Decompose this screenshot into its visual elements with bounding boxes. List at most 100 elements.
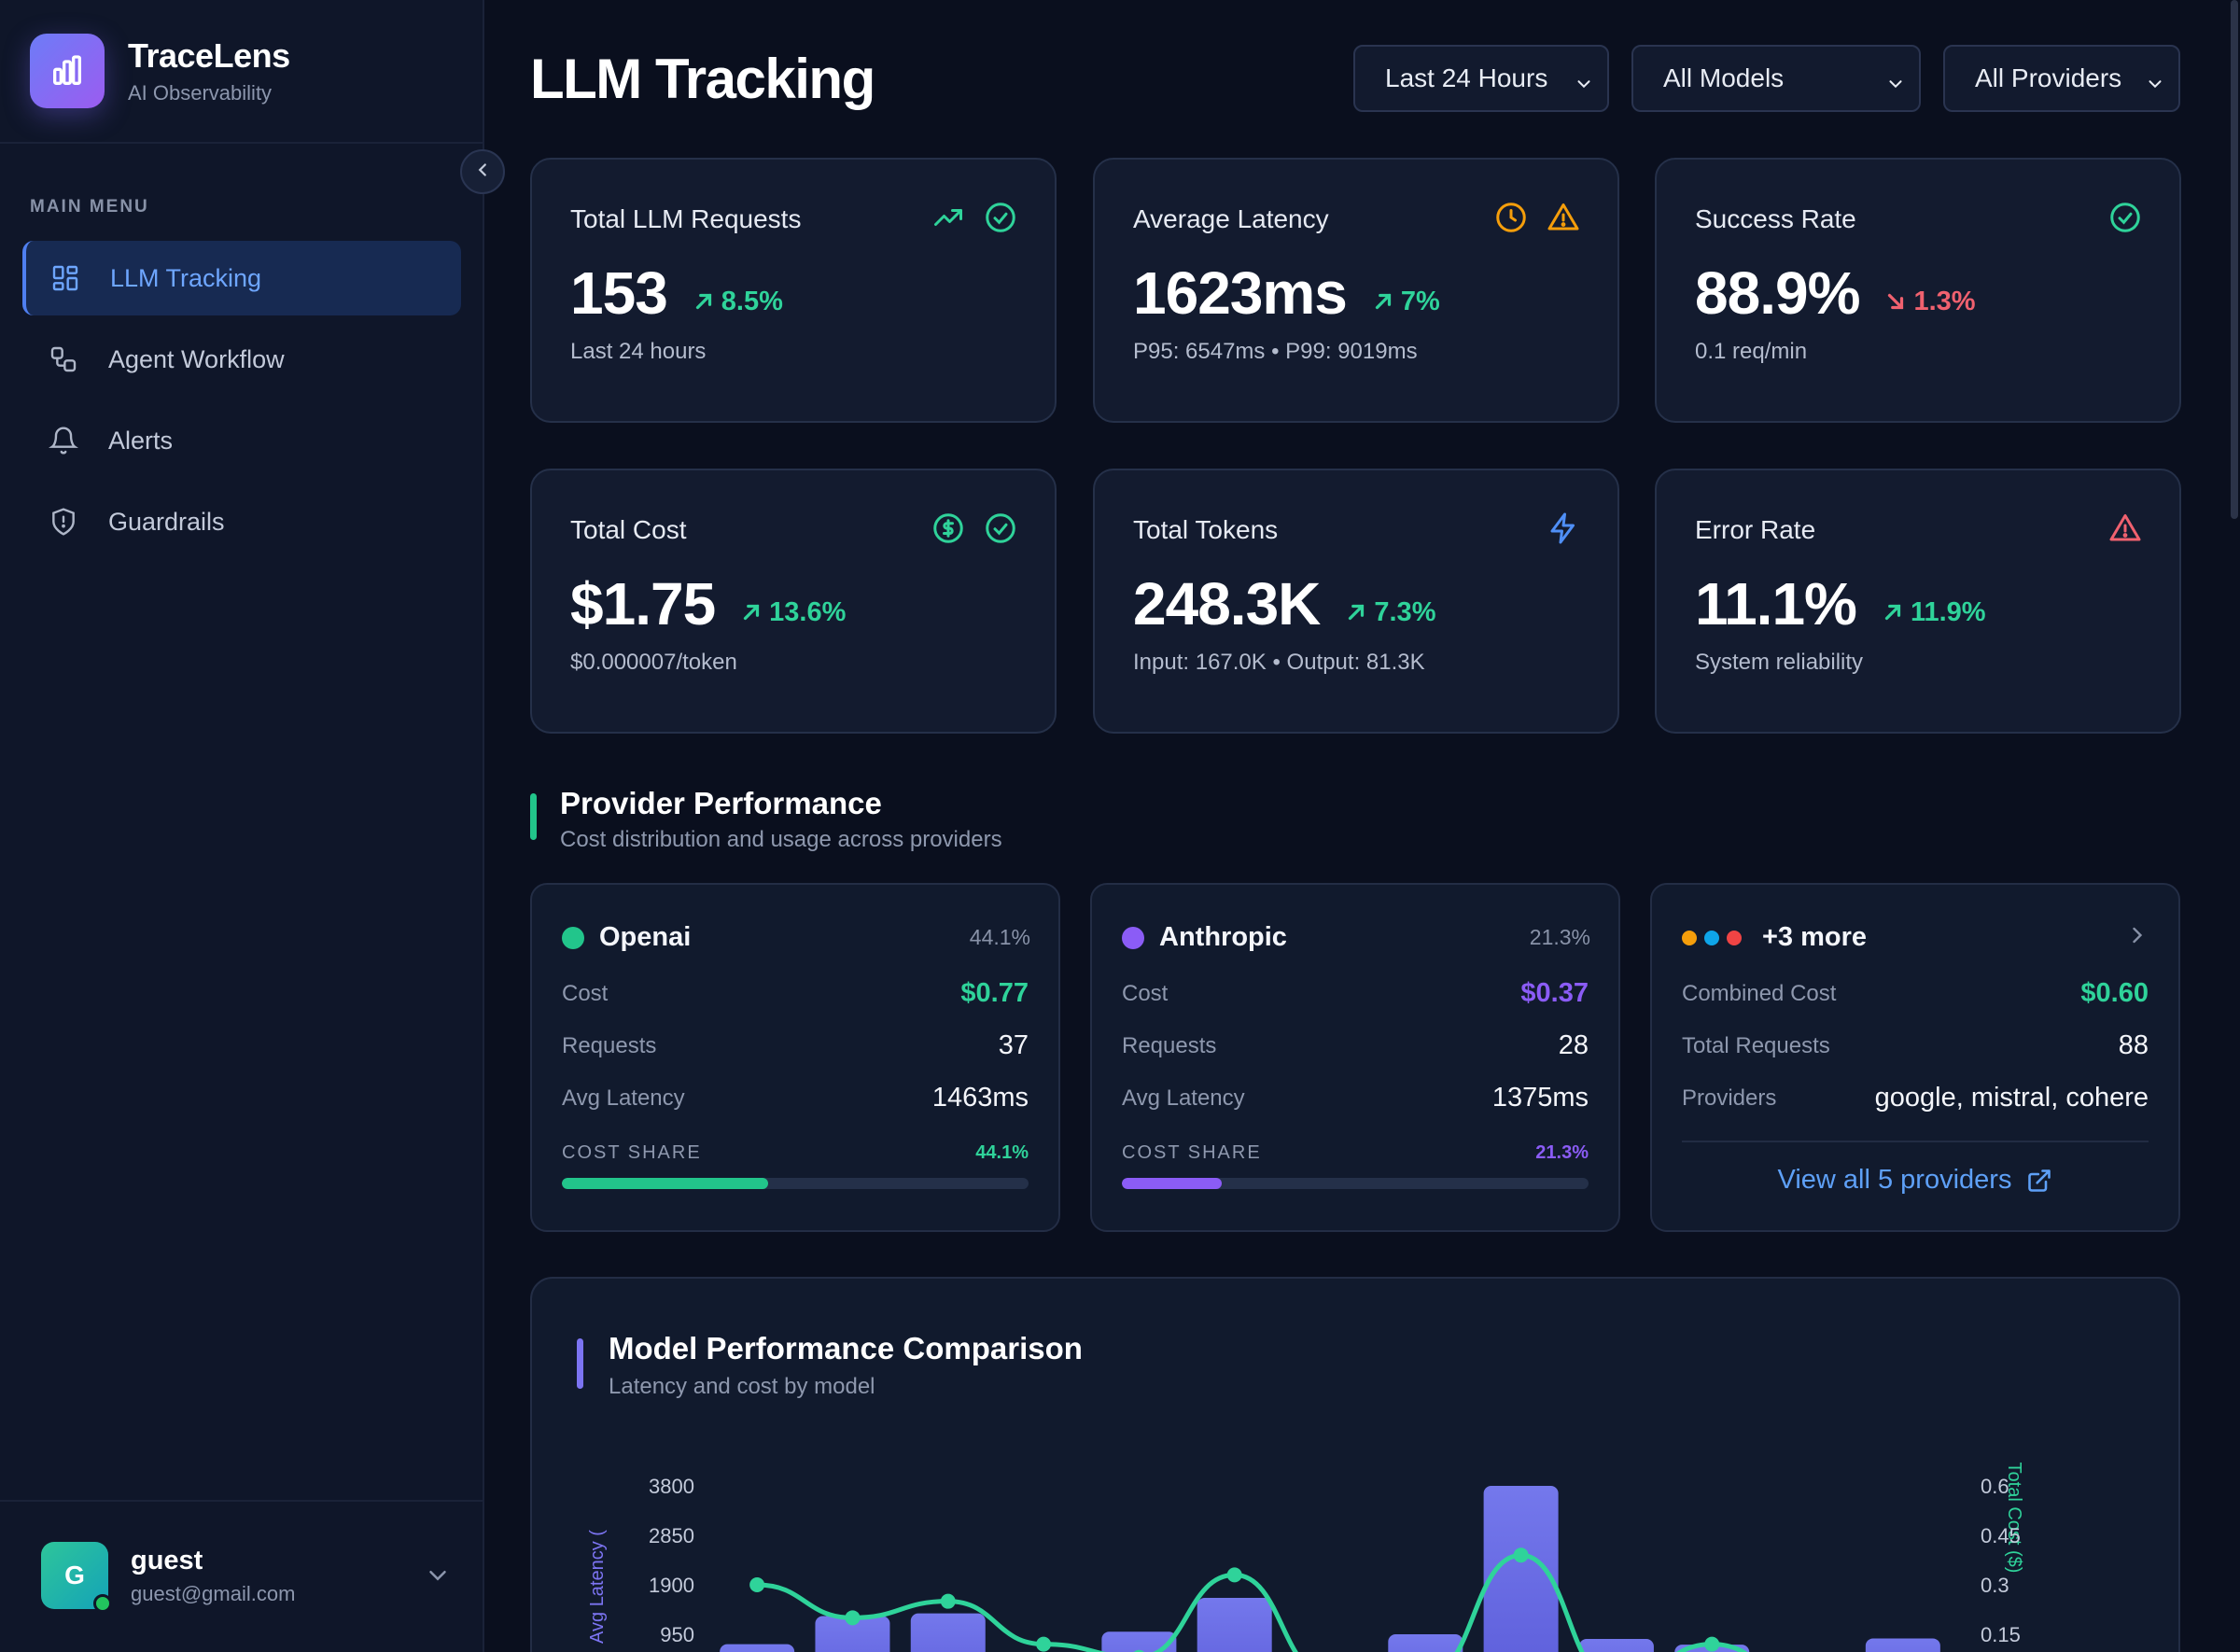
metric-subtext: System reliability bbox=[1695, 650, 1864, 675]
metric-card-average-latency[interactable]: Average Latency 1623ms 7% P95: 6547ms • … bbox=[1093, 158, 1619, 423]
cost-point bbox=[940, 1593, 956, 1609]
y2-tick-label: 0.15 bbox=[1981, 1623, 2021, 1646]
metric-card-error-rate[interactable]: Error Rate 11.1% 11.9% System reliabilit… bbox=[1655, 469, 2181, 734]
provider-select[interactable]: All Providers bbox=[1943, 45, 2180, 112]
metric-title: Total LLM Requests bbox=[570, 204, 802, 233]
y-tick-label: 950 bbox=[660, 1623, 694, 1646]
trend-badge: 7% bbox=[1371, 287, 1440, 317]
model-performance-panel: Model Performance Comparison Latency and… bbox=[530, 1277, 2180, 1652]
user-menu[interactable]: G guest guest@gmail.com bbox=[41, 1542, 452, 1613]
metric-value: 88.9% bbox=[1695, 259, 1860, 327]
metric-title: Total Cost bbox=[570, 515, 687, 544]
avg-latency-label: Avg Latency bbox=[1122, 1085, 1245, 1111]
page-title: LLM Tracking bbox=[530, 48, 875, 110]
sidebar-item-label: LLM Tracking bbox=[110, 263, 262, 292]
chevron-down-icon bbox=[1574, 71, 1594, 101]
provider-card-anthropic[interactable]: Anthropic 21.3% Cost $0.37 Requests 28 A… bbox=[1090, 883, 1620, 1232]
clock-icon bbox=[1494, 201, 1528, 239]
providers-list: google, mistral, cohere bbox=[1874, 1083, 2149, 1113]
provider-name: Anthropic bbox=[1159, 922, 1287, 952]
brand[interactable]: TraceLens AI Observability bbox=[30, 34, 290, 108]
sidebar-item-guardrails[interactable]: Guardrails bbox=[22, 484, 461, 559]
divider bbox=[1682, 1141, 2149, 1142]
sidebar-divider bbox=[0, 142, 484, 144]
cost-share-label: COST SHARE bbox=[562, 1142, 702, 1163]
total-requests: 88 bbox=[2118, 1030, 2149, 1060]
time-range-value: Last 24 Hours bbox=[1385, 63, 1548, 92]
provider-card-openai[interactable]: Openai 44.1% Cost $0.77 Requests 37 Avg … bbox=[530, 883, 1060, 1232]
providers-label: Providers bbox=[1682, 1085, 1777, 1111]
avatar: G bbox=[41, 1542, 112, 1613]
scrollbar-thumb[interactable] bbox=[2231, 0, 2238, 519]
user-email: guest@gmail.com bbox=[131, 1581, 296, 1605]
arrow-up-right-icon bbox=[1349, 604, 1365, 621]
latency-bar bbox=[1388, 1634, 1463, 1652]
metric-value: 248.3K bbox=[1133, 570, 1321, 637]
combined-cost: $0.60 bbox=[2080, 978, 2149, 1008]
sidebar-item-llm-tracking[interactable]: LLM Tracking bbox=[22, 241, 461, 315]
bell-icon bbox=[45, 422, 82, 459]
total-requests-label: Total Requests bbox=[1682, 1032, 1830, 1058]
metric-subtext: Last 24 hours bbox=[570, 339, 707, 364]
sidebar-item-label: Guardrails bbox=[108, 507, 225, 536]
cost-share-bar bbox=[562, 1178, 1029, 1189]
provider-share: 44.1% bbox=[969, 925, 1030, 949]
brand-subtitle: AI Observability bbox=[128, 81, 273, 105]
cost-point bbox=[1036, 1636, 1052, 1652]
trend-value: 7.3% bbox=[1374, 596, 1436, 627]
warning-icon bbox=[2108, 511, 2142, 550]
metric-subtext: Input: 167.0K • Output: 81.3K bbox=[1133, 650, 1425, 675]
provider-requests: 37 bbox=[998, 1030, 1029, 1060]
sidebar-item-label: Alerts bbox=[108, 426, 174, 455]
model-select[interactable]: All Models bbox=[1631, 45, 1921, 112]
latency-bar bbox=[720, 1644, 795, 1652]
sidebar-item-agent-workflow[interactable]: Agent Workflow bbox=[22, 322, 461, 397]
y2-tick-label: 0.45 bbox=[1981, 1524, 2021, 1547]
chevron-down-icon bbox=[1885, 71, 1906, 101]
cost-share-value: 44.1% bbox=[975, 1142, 1029, 1163]
sidebar: TraceLens AI Observability MAIN MENU LLM… bbox=[0, 0, 484, 1652]
metric-card-success-rate[interactable]: Success Rate 88.9% 1.3% 0.1 req/min bbox=[1655, 158, 2181, 423]
chevron-down-icon[interactable] bbox=[424, 1561, 452, 1589]
cost-point bbox=[845, 1610, 861, 1626]
metric-value: 153 bbox=[570, 259, 668, 327]
latency-bar bbox=[815, 1616, 890, 1652]
section-accent-bar bbox=[530, 793, 537, 840]
provider-card-more[interactable]: +3 more Combined Cost $0.60 Total Reques… bbox=[1650, 883, 2180, 1232]
latency-bar bbox=[1483, 1486, 1559, 1652]
arrow-up-right-icon bbox=[1884, 604, 1901, 621]
requests-label: Requests bbox=[1122, 1032, 1217, 1058]
view-all-label: View all 5 providers bbox=[1777, 1165, 2012, 1195]
check-circle-icon bbox=[984, 201, 1017, 239]
trend-value: 7% bbox=[1400, 286, 1440, 316]
y2-tick-label: 0.6 bbox=[1981, 1475, 2009, 1498]
more-providers-label: +3 more bbox=[1762, 922, 1868, 952]
y-tick-label: 1900 bbox=[649, 1574, 694, 1597]
collapse-sidebar-button[interactable] bbox=[460, 149, 505, 194]
view-all-providers-link[interactable]: View all 5 providers bbox=[1652, 1165, 2178, 1196]
workflow-icon bbox=[45, 341, 82, 378]
latency-bar bbox=[910, 1613, 986, 1652]
section-title: Model Performance Comparison bbox=[609, 1331, 1083, 1365]
dollar-circle-icon bbox=[931, 511, 965, 550]
metric-card-total-requests[interactable]: Total LLM Requests 153 8.5% Last 24 hour… bbox=[530, 158, 1057, 423]
section-subtitle: Latency and cost by model bbox=[609, 1374, 875, 1399]
time-range-select[interactable]: Last 24 Hours bbox=[1353, 45, 1609, 112]
section-subtitle: Cost distribution and usage across provi… bbox=[560, 827, 1002, 852]
cost-label: Cost bbox=[1122, 980, 1169, 1006]
sidebar-divider bbox=[0, 1500, 484, 1502]
metric-subtext: P95: 6547ms • P99: 9019ms bbox=[1133, 339, 1418, 364]
lightning-icon bbox=[1547, 511, 1580, 550]
check-circle-icon bbox=[984, 511, 1017, 550]
sidebar-nav: LLM Tracking Agent Workflow Alerts Guard… bbox=[22, 241, 461, 566]
section-accent-bar bbox=[577, 1338, 583, 1389]
provider-value: All Providers bbox=[1975, 63, 2122, 92]
page-scrollbar[interactable] bbox=[2229, 0, 2240, 1652]
chevron-right-icon[interactable] bbox=[2124, 922, 2150, 953]
metric-card-total-tokens[interactable]: Total Tokens 248.3K 7.3% Input: 167.0K •… bbox=[1093, 469, 1619, 734]
cost-share-fill bbox=[1122, 1178, 1222, 1189]
arrow-up-right-icon bbox=[695, 293, 711, 310]
metric-card-total-cost[interactable]: Total Cost $1.75 13.6% $0.000007/token bbox=[530, 469, 1057, 734]
sidebar-item-alerts[interactable]: Alerts bbox=[22, 403, 461, 478]
avatar-initial: G bbox=[64, 1561, 85, 1589]
